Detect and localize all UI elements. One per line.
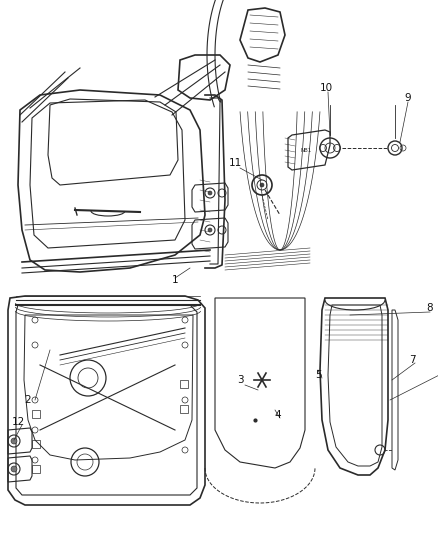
- Text: 9: 9: [405, 93, 411, 103]
- Text: NB1: NB1: [300, 148, 311, 152]
- Text: 2: 2: [25, 395, 31, 405]
- Text: 11: 11: [228, 158, 242, 168]
- Text: 5: 5: [314, 370, 321, 380]
- Text: 1: 1: [172, 275, 178, 285]
- Text: 10: 10: [319, 83, 332, 93]
- Text: 12: 12: [11, 417, 25, 427]
- Circle shape: [260, 183, 264, 187]
- Text: 7: 7: [409, 355, 415, 365]
- Circle shape: [11, 438, 17, 444]
- Text: 8: 8: [427, 303, 433, 313]
- Text: 3: 3: [237, 375, 244, 385]
- Circle shape: [208, 191, 212, 195]
- Circle shape: [11, 466, 17, 472]
- Circle shape: [208, 228, 212, 232]
- Text: 4: 4: [275, 410, 281, 420]
